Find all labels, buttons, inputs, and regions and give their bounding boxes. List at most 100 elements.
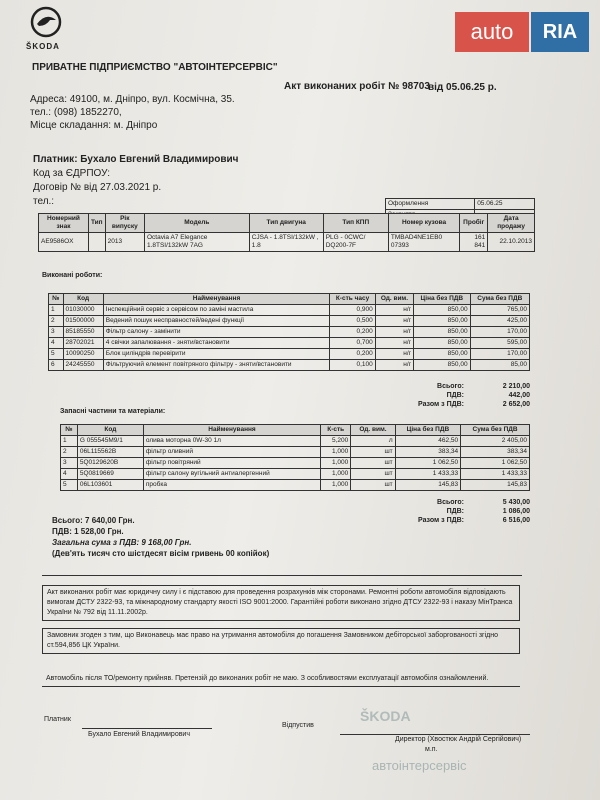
cell: л <box>350 435 396 447</box>
total-value: 6 516,00 <box>502 517 530 524</box>
header-cell: Номерний знак <box>38 213 89 233</box>
cell: 0,200 <box>329 326 376 338</box>
cell: 0,700 <box>329 337 376 349</box>
parts-title: Запасні частини та матеріали: <box>60 408 166 415</box>
note: Автомобіль після ТО/ремонту прийняв. Пре… <box>42 672 520 687</box>
cell: шт <box>350 468 396 480</box>
header-cell: Ціна без ПДВ <box>413 293 471 305</box>
cell: 0,500 <box>329 315 376 327</box>
cell: Octavia A7 Elegance 1.8TSI/132kW 7AG <box>143 232 250 252</box>
watermark-ria: RIA <box>531 12 589 52</box>
total-row: Всього: 5 430,00 <box>380 498 530 507</box>
payer: Платник: Бухало Евгений Владимирович <box>33 154 239 165</box>
cell: 1,000 <box>320 457 352 469</box>
note: Замовник згоден з тим, що Виконавець має… <box>42 628 520 654</box>
cell: шт <box>350 457 396 469</box>
summary-total: Всього: 7 640,00 Грн. <box>52 516 135 525</box>
cell: 170,00 <box>469 326 531 338</box>
row: 6 24245550 Фільтруючий елемент повітряного… <box>48 359 531 371</box>
stamp-company: автоінтерсервіс <box>372 758 467 773</box>
total-value: 1 086,00 <box>502 508 530 515</box>
cell: 850,00 <box>413 315 471 327</box>
cell: Блок циліндрів перевірити <box>102 348 331 360</box>
cell: 3 <box>48 326 64 338</box>
header-cell: Од. вим. <box>350 424 396 436</box>
header-cell: Код <box>62 293 104 305</box>
cell: н/г <box>374 359 415 371</box>
cell: 01500000 <box>62 315 104 327</box>
header-cell: Пробіг <box>459 213 489 233</box>
cell: AE9586OX <box>38 232 89 252</box>
sign-line <box>340 734 530 735</box>
payer-label: Платник <box>44 716 71 723</box>
cell: 145,83 <box>460 479 530 491</box>
cell: Фільтр салону - замінити <box>102 326 331 338</box>
cell: фільтр повітряний <box>142 457 322 469</box>
cell: н/г <box>374 315 415 327</box>
cell: 383,34 <box>460 446 530 458</box>
cell: 01030000 <box>62 304 104 316</box>
cell: Фільтруючий елемент повітряного фільтру … <box>102 359 331 371</box>
cell: PLG - 0CWC/ DQ200-7F <box>322 232 389 252</box>
cell <box>87 232 106 252</box>
cell: 28702021 <box>62 337 104 349</box>
cell: 24245550 <box>62 359 104 371</box>
cell: 3 <box>60 457 78 469</box>
cell: 4 <box>48 337 64 349</box>
cell: шт <box>350 479 396 491</box>
cell: 5 <box>48 348 64 360</box>
cell: 0,100 <box>329 359 376 371</box>
cell: G 055545M9/1 <box>76 435 144 447</box>
payer-name: Бухало Евгений Владимирович <box>88 731 190 738</box>
summary-words: (Дев'ять тисяч сто шістдесят вісім гриве… <box>52 549 270 558</box>
cell: 4 <box>60 468 78 480</box>
released-label: Відпустив <box>282 722 314 729</box>
total-row: Разом з ПДВ: 6 516,00 <box>380 516 530 525</box>
cell: Оформлення <box>384 198 476 210</box>
cell: 2 <box>48 315 64 327</box>
cell: 1,000 <box>320 479 352 491</box>
header-cell: Ціна без ПДВ <box>394 424 462 436</box>
cell: 0,200 <box>329 348 376 360</box>
director: Директор (Хвостюк Андрій Сергійович) <box>395 736 522 743</box>
watermark-auto: auto <box>455 12 529 52</box>
cell: 462,50 <box>394 435 462 447</box>
sign-line <box>82 728 212 729</box>
cell: Ведений пошук несправностей/ведені функц… <box>102 315 331 327</box>
header-cell: Од. вим. <box>374 293 415 305</box>
works-table: № Код Найменування К-сть часу Од. вим. Ціна б… <box>48 293 531 371</box>
cell: 850,00 <box>413 337 471 349</box>
cell: 595,00 <box>469 337 531 349</box>
header-cell: № <box>48 293 64 305</box>
cell: 850,00 <box>413 326 471 338</box>
total-label: ПДВ: <box>446 508 464 515</box>
row: Оформлення 05.06.25 <box>384 198 535 210</box>
client-phone: тел.: <box>33 196 55 207</box>
cell: н/г <box>374 337 415 349</box>
cell: 4 свічки запалювання - зняти/встановити <box>102 337 331 349</box>
cell: CJSA - 1.8TSI/132kW , 1.8 <box>248 232 324 252</box>
row: 3 5Q0129620B фільтр повітряний 1,000 шт 1 062… <box>60 457 530 469</box>
company: ПРИВАТНЕ ПІДПРИЄМСТВО "АВТОІНТЕРСЕРВІС" <box>32 62 278 73</box>
cell: 1 <box>48 304 64 316</box>
cell: 1 433,33 <box>394 468 462 480</box>
works-totals: Всього: 2 210,00 ПДВ: 442,00 Разом з ПДВ: 2 6… <box>380 382 530 409</box>
row: 2 01500000 Ведений пошук несправностей/вед… <box>48 315 531 327</box>
cell: 850,00 <box>413 304 471 316</box>
cell: 1,000 <box>320 468 352 480</box>
act-number: Акт виконаних робіт № 98703 <box>284 81 430 92</box>
header-cell: № <box>60 424 78 436</box>
header-cell: Код <box>76 424 144 436</box>
cell: 5Q0129620B <box>76 457 144 469</box>
cell: TMBAD4NE1EB0 07393 <box>387 232 461 252</box>
cell: 6 <box>48 359 64 371</box>
row: 4 28702021 4 свічки запалювання - зняти/вс… <box>48 337 531 349</box>
address: Адреса: 49100, м. Дніпро, вул. Космічна,… <box>30 94 235 105</box>
cell: Інспекційний сервіс з сервісом по заміні… <box>102 304 331 316</box>
row: 5 10090250 Блок циліндрів перевірити 0,200 н… <box>48 348 531 360</box>
cell: шт <box>350 446 396 458</box>
